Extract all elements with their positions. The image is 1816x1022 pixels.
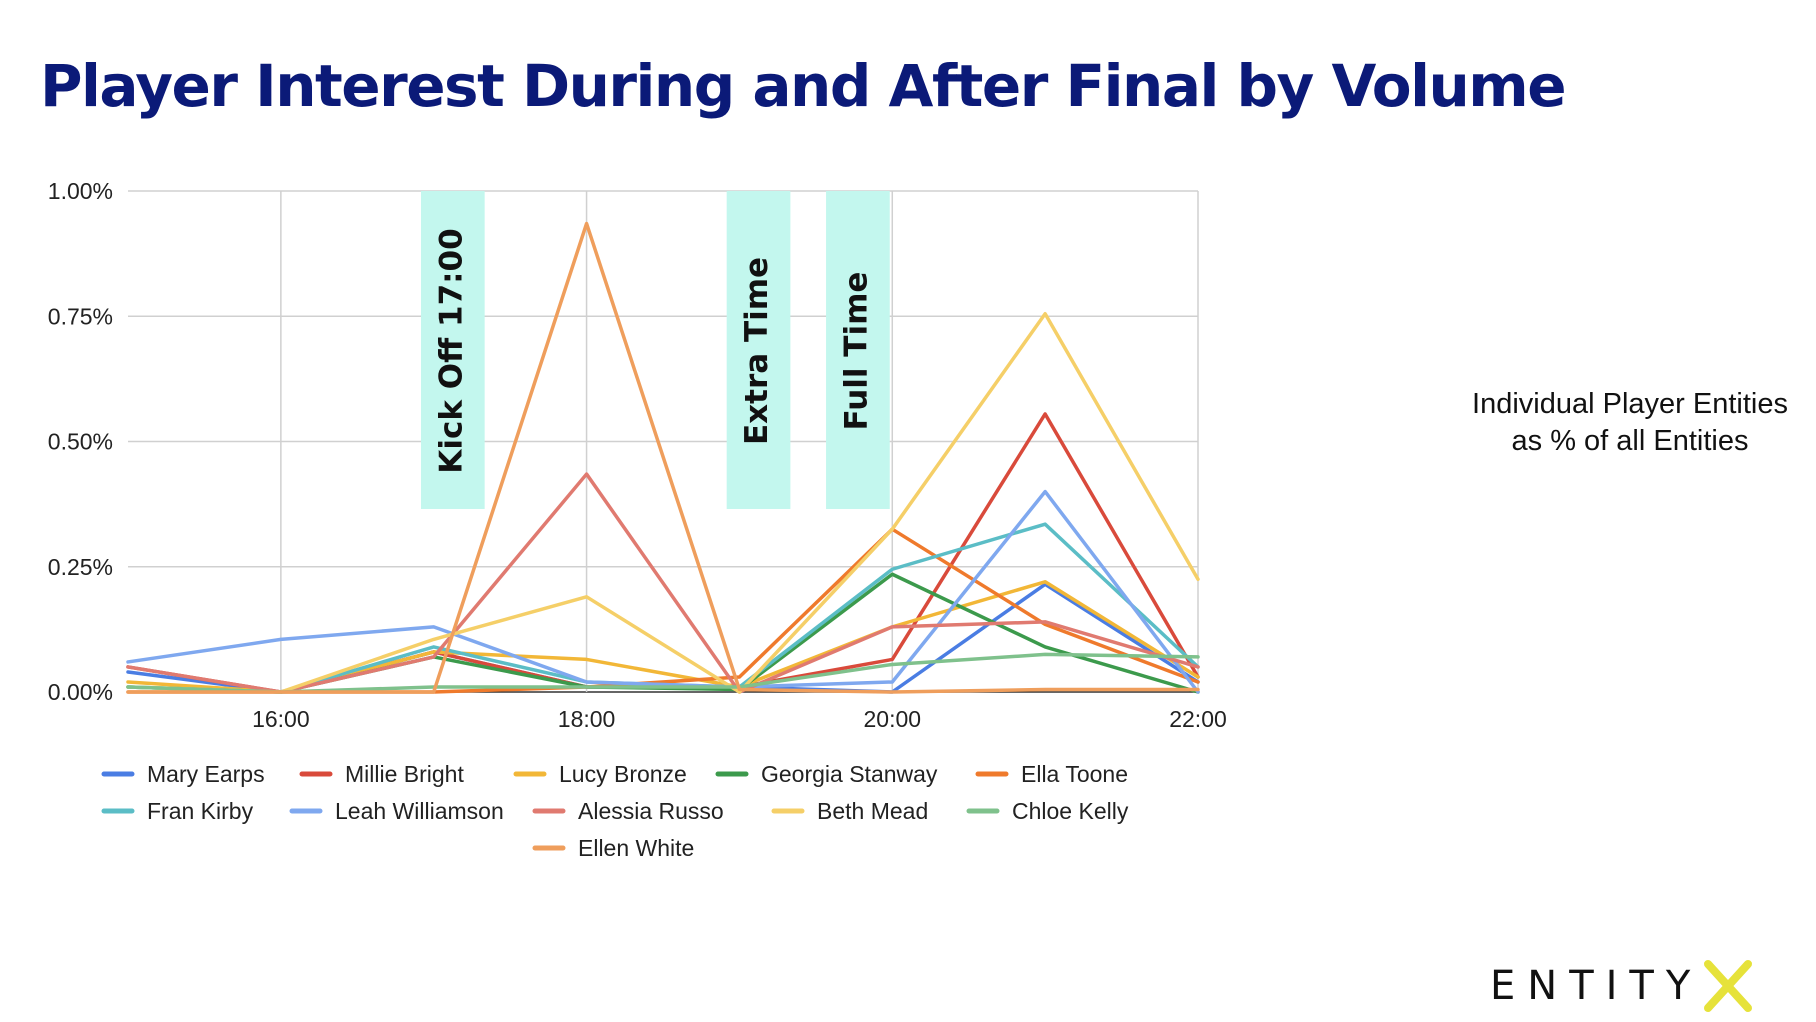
x-tick-label: 20:00 — [864, 706, 922, 732]
annotation-label: Kick Off 17:00 — [433, 228, 469, 473]
x-tick-label: 18:00 — [558, 706, 616, 732]
x-tick-label: 22:00 — [1169, 706, 1227, 732]
series-line — [126, 489, 1200, 694]
logo-x-icon — [1704, 960, 1753, 1012]
page-title: Player Interest During and After Final b… — [40, 52, 1567, 120]
logo-text: ENTITY — [1490, 963, 1703, 1009]
legend-label: Alessia Russo — [578, 798, 724, 824]
y-tick-label: 0.75% — [48, 303, 113, 329]
annotation-band — [726, 191, 791, 509]
side-note: Individual Player Entities as % of all E… — [1472, 388, 1788, 457]
legend-label: Mary Earps — [147, 761, 265, 787]
entityx-logo: ENTITY — [1490, 958, 1756, 1014]
annotation-band — [826, 191, 890, 509]
series-line — [126, 580, 1200, 694]
legend-label: Millie Bright — [345, 761, 464, 787]
y-tick-label: 0.00% — [48, 679, 113, 705]
annotation-label: Extra Time — [739, 257, 775, 445]
legend-label: Ella Toone — [1021, 761, 1128, 787]
annotation-band — [420, 191, 485, 509]
x-tick-label: 16:00 — [252, 706, 310, 732]
series-line — [126, 311, 1200, 694]
y-tick-label: 0.25% — [48, 554, 113, 580]
legend-label: Lucy Bronze — [559, 761, 687, 787]
legend-label: Ellen White — [578, 835, 694, 861]
legend-label: Leah Williamson — [335, 798, 504, 824]
series-line — [126, 527, 1200, 694]
legend-label: Fran Kirby — [147, 798, 254, 824]
series-line — [126, 221, 1200, 694]
series-line — [126, 522, 1200, 694]
y-tick-label: 0.50% — [48, 429, 113, 455]
legend-label: Georgia Stanway — [761, 761, 938, 787]
y-tick-label: 1.00% — [48, 178, 113, 204]
series-line — [126, 472, 1200, 694]
annotation-label: Full Time — [838, 272, 874, 431]
legend-label: Chloe Kelly — [1012, 798, 1129, 824]
legend-label: Beth Mead — [817, 798, 928, 824]
